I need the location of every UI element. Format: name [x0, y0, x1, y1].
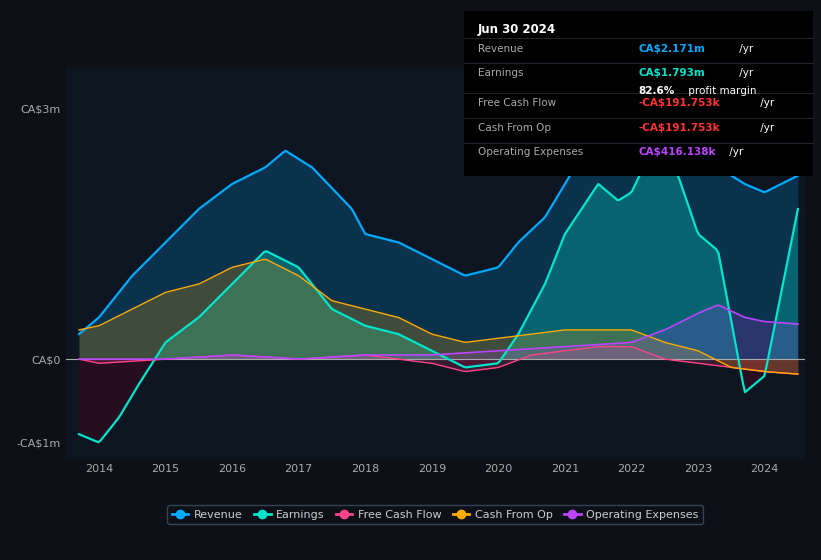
Text: /yr: /yr — [757, 123, 774, 133]
Text: Revenue: Revenue — [478, 44, 523, 54]
Text: /yr: /yr — [736, 44, 754, 54]
Text: /yr: /yr — [736, 68, 754, 78]
Legend: Revenue, Earnings, Free Cash Flow, Cash From Op, Operating Expenses: Revenue, Earnings, Free Cash Flow, Cash … — [167, 505, 703, 524]
Text: Earnings: Earnings — [478, 68, 523, 78]
Text: /yr: /yr — [726, 147, 743, 157]
Text: Free Cash Flow: Free Cash Flow — [478, 98, 556, 108]
Text: -CA$191.753k: -CA$191.753k — [639, 98, 720, 108]
Text: Cash From Op: Cash From Op — [478, 123, 551, 133]
Text: -CA$191.753k: -CA$191.753k — [639, 123, 720, 133]
Text: profit margin: profit margin — [686, 86, 757, 96]
Text: CA$2.171m: CA$2.171m — [639, 44, 705, 54]
Text: Operating Expenses: Operating Expenses — [478, 147, 583, 157]
Text: CA$1.793m: CA$1.793m — [639, 68, 705, 78]
Text: 82.6%: 82.6% — [639, 86, 675, 96]
Text: /yr: /yr — [757, 98, 774, 108]
Text: Jun 30 2024: Jun 30 2024 — [478, 23, 556, 36]
Text: CA$416.138k: CA$416.138k — [639, 147, 716, 157]
